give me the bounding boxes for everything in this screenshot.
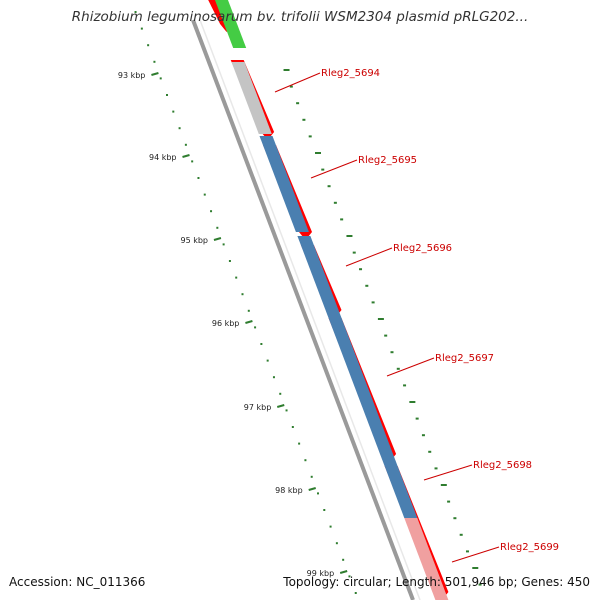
kbp-tick-label: 97 kbp — [244, 403, 272, 412]
gene-feature — [382, 460, 418, 518]
stats-label: Topology: circular; Length: 501,946 bp; … — [283, 575, 590, 589]
gene-label[interactable]: Rleg2_5695 — [358, 155, 417, 166]
kbp-axis: 93 kbp 94 kbp 95 kbp 96 kbp 97 kbp 98 kbp 99 k… — [118, 11, 482, 594]
gene-feature — [231, 62, 272, 134]
gene-feature — [259, 136, 309, 232]
gene-leader-line — [451, 546, 500, 563]
kbp-tick-label: 94 kbp — [149, 153, 177, 162]
kbp-major-tick — [276, 404, 285, 408]
kbp-tick-label: 95 kbp — [180, 236, 208, 245]
gene-leader-line — [274, 72, 321, 93]
map-title: Rhizobium leguminosarum bv. trifolii WSM… — [71, 9, 529, 25]
gene-label[interactable]: Rleg2_5698 — [473, 460, 532, 471]
gene-leader-line — [423, 464, 473, 481]
gene-label[interactable]: Rleg2_5694 — [321, 68, 380, 79]
gene-feature — [297, 236, 352, 344]
gene-track — [214, 0, 449, 600]
backbone-inner-line — [199, 19, 421, 600]
kbp-major-tick — [308, 487, 316, 491]
kbp-major-tick — [339, 570, 348, 574]
kbp-tick-label: 93 kbp — [118, 71, 146, 80]
kbp-tick-label: 96 kbp — [212, 319, 240, 328]
gene-leader-line — [386, 357, 435, 377]
kbp-major-tick — [245, 320, 253, 324]
gene-label[interactable]: Rleg2_5697 — [435, 353, 494, 364]
gene-label[interactable]: Rleg2_5696 — [393, 243, 452, 254]
kbp-major-tick — [151, 72, 159, 76]
gene-feature — [404, 518, 449, 600]
gene-labels: Rleg2_5694 Rleg2_5695 Rleg2_5696 Rleg2_5697… — [274, 68, 559, 563]
backbone-line — [191, 19, 415, 600]
gene-feature — [214, 0, 247, 48]
kbp-tick-label: 99 kbp — [307, 569, 335, 578]
kbp-major-tick — [182, 154, 190, 158]
kbp-major-tick — [213, 237, 222, 241]
gene-leader-line — [310, 159, 358, 179]
accession-label: Accession: NC_011366 — [9, 575, 146, 589]
gene-feature — [338, 344, 396, 460]
gene-label[interactable]: Rleg2_5699 — [500, 542, 559, 553]
gene-leader-line — [345, 247, 393, 267]
kbp-tick-label: 98 kbp — [275, 486, 303, 495]
